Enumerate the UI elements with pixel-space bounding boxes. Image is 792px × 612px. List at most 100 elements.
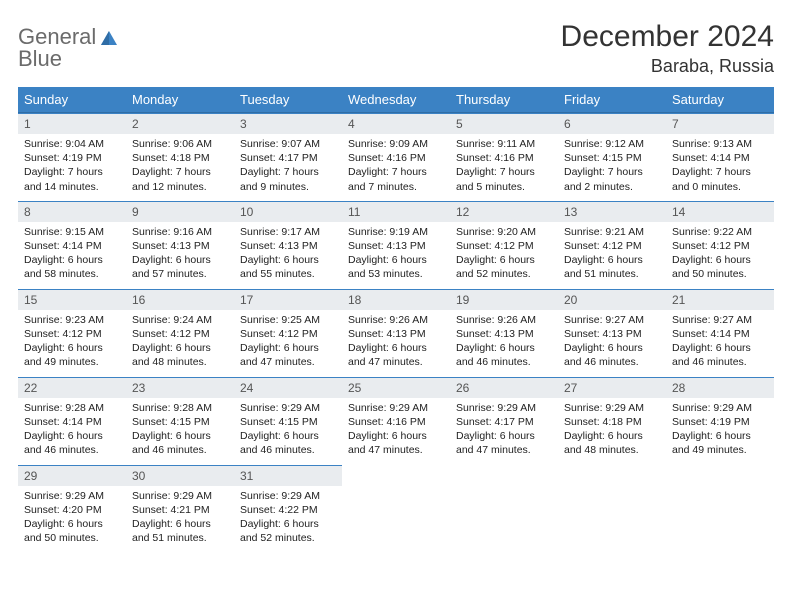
day-info: Sunrise: 9:17 AMSunset: 4:13 PMDaylight:…	[234, 222, 342, 286]
daylight-text: Daylight: 6 hours	[456, 341, 552, 355]
sunrise-text: Sunrise: 9:29 AM	[672, 401, 768, 415]
sunrise-text: Sunrise: 9:29 AM	[348, 401, 444, 415]
daylight-text: and 46 minutes.	[672, 355, 768, 369]
daylight-text: and 49 minutes.	[24, 355, 120, 369]
calendar-day-cell: 18Sunrise: 9:26 AMSunset: 4:13 PMDayligh…	[342, 289, 450, 377]
calendar-day-cell: 29Sunrise: 9:29 AMSunset: 4:20 PMDayligh…	[18, 465, 126, 553]
day-number: 2	[126, 113, 234, 134]
daylight-text: and 46 minutes.	[24, 443, 120, 457]
daylight-text: Daylight: 6 hours	[672, 429, 768, 443]
sunrise-text: Sunrise: 9:07 AM	[240, 137, 336, 151]
daylight-text: and 7 minutes.	[348, 180, 444, 194]
day-info: Sunrise: 9:28 AMSunset: 4:15 PMDaylight:…	[126, 398, 234, 462]
calendar-day-cell: 11Sunrise: 9:19 AMSunset: 4:13 PMDayligh…	[342, 201, 450, 289]
daylight-text: and 47 minutes.	[348, 443, 444, 457]
daylight-text: Daylight: 6 hours	[240, 429, 336, 443]
calendar-day-cell: 25Sunrise: 9:29 AMSunset: 4:16 PMDayligh…	[342, 377, 450, 465]
day-number: 25	[342, 377, 450, 398]
calendar-empty-cell	[450, 465, 558, 553]
day-number: 21	[666, 289, 774, 310]
daylight-text: Daylight: 6 hours	[348, 341, 444, 355]
sunset-text: Sunset: 4:15 PM	[564, 151, 660, 165]
sunrise-text: Sunrise: 9:04 AM	[24, 137, 120, 151]
day-info: Sunrise: 9:29 AMSunset: 4:18 PMDaylight:…	[558, 398, 666, 462]
daylight-text: Daylight: 7 hours	[456, 165, 552, 179]
sunset-text: Sunset: 4:16 PM	[348, 415, 444, 429]
calendar-week-row: 29Sunrise: 9:29 AMSunset: 4:20 PMDayligh…	[18, 465, 774, 553]
day-info: Sunrise: 9:25 AMSunset: 4:12 PMDaylight:…	[234, 310, 342, 374]
calendar-day-cell: 17Sunrise: 9:25 AMSunset: 4:12 PMDayligh…	[234, 289, 342, 377]
calendar-day-cell: 22Sunrise: 9:28 AMSunset: 4:14 PMDayligh…	[18, 377, 126, 465]
weekday-header: Monday	[126, 87, 234, 113]
day-info: Sunrise: 9:27 AMSunset: 4:13 PMDaylight:…	[558, 310, 666, 374]
sail-icon	[99, 27, 119, 47]
calendar-week-row: 22Sunrise: 9:28 AMSunset: 4:14 PMDayligh…	[18, 377, 774, 465]
daylight-text: Daylight: 6 hours	[24, 429, 120, 443]
weekday-header: Friday	[558, 87, 666, 113]
day-number: 10	[234, 201, 342, 222]
sunrise-text: Sunrise: 9:27 AM	[564, 313, 660, 327]
calendar-day-cell: 5Sunrise: 9:11 AMSunset: 4:16 PMDaylight…	[450, 113, 558, 201]
daylight-text: Daylight: 6 hours	[456, 253, 552, 267]
daylight-text: Daylight: 6 hours	[240, 253, 336, 267]
day-number: 22	[18, 377, 126, 398]
sunrise-text: Sunrise: 9:29 AM	[132, 489, 228, 503]
weekday-header-row: SundayMondayTuesdayWednesdayThursdayFrid…	[18, 87, 774, 113]
weekday-header: Wednesday	[342, 87, 450, 113]
day-number: 7	[666, 113, 774, 134]
daylight-text: and 5 minutes.	[456, 180, 552, 194]
daylight-text: and 58 minutes.	[24, 267, 120, 281]
day-info: Sunrise: 9:11 AMSunset: 4:16 PMDaylight:…	[450, 134, 558, 198]
calendar-day-cell: 9Sunrise: 9:16 AMSunset: 4:13 PMDaylight…	[126, 201, 234, 289]
day-number: 17	[234, 289, 342, 310]
daylight-text: and 46 minutes.	[456, 355, 552, 369]
calendar-day-cell: 2Sunrise: 9:06 AMSunset: 4:18 PMDaylight…	[126, 113, 234, 201]
day-info: Sunrise: 9:07 AMSunset: 4:17 PMDaylight:…	[234, 134, 342, 198]
sunset-text: Sunset: 4:22 PM	[240, 503, 336, 517]
daylight-text: Daylight: 6 hours	[564, 253, 660, 267]
daylight-text: and 51 minutes.	[132, 531, 228, 545]
sunset-text: Sunset: 4:12 PM	[672, 239, 768, 253]
calendar-day-cell: 6Sunrise: 9:12 AMSunset: 4:15 PMDaylight…	[558, 113, 666, 201]
weekday-header: Sunday	[18, 87, 126, 113]
calendar-day-cell: 27Sunrise: 9:29 AMSunset: 4:18 PMDayligh…	[558, 377, 666, 465]
day-number: 6	[558, 113, 666, 134]
logo-line1: General	[18, 26, 96, 48]
day-info: Sunrise: 9:29 AMSunset: 4:15 PMDaylight:…	[234, 398, 342, 462]
day-info: Sunrise: 9:09 AMSunset: 4:16 PMDaylight:…	[342, 134, 450, 198]
daylight-text: Daylight: 6 hours	[348, 429, 444, 443]
sunset-text: Sunset: 4:20 PM	[24, 503, 120, 517]
daylight-text: and 46 minutes.	[132, 443, 228, 457]
sunset-text: Sunset: 4:12 PM	[24, 327, 120, 341]
day-info: Sunrise: 9:23 AMSunset: 4:12 PMDaylight:…	[18, 310, 126, 374]
daylight-text: and 48 minutes.	[132, 355, 228, 369]
day-info: Sunrise: 9:24 AMSunset: 4:12 PMDaylight:…	[126, 310, 234, 374]
sunrise-text: Sunrise: 9:11 AM	[456, 137, 552, 151]
day-info: Sunrise: 9:29 AMSunset: 4:16 PMDaylight:…	[342, 398, 450, 462]
sunset-text: Sunset: 4:18 PM	[132, 151, 228, 165]
daylight-text: Daylight: 6 hours	[672, 341, 768, 355]
daylight-text: Daylight: 6 hours	[456, 429, 552, 443]
sunrise-text: Sunrise: 9:19 AM	[348, 225, 444, 239]
day-info: Sunrise: 9:20 AMSunset: 4:12 PMDaylight:…	[450, 222, 558, 286]
day-number: 9	[126, 201, 234, 222]
daylight-text: and 9 minutes.	[240, 180, 336, 194]
sunrise-text: Sunrise: 9:29 AM	[240, 489, 336, 503]
day-number: 18	[342, 289, 450, 310]
title-block: December 2024 Baraba, Russia	[561, 20, 774, 77]
day-info: Sunrise: 9:29 AMSunset: 4:17 PMDaylight:…	[450, 398, 558, 462]
sunrise-text: Sunrise: 9:27 AM	[672, 313, 768, 327]
calendar-day-cell: 19Sunrise: 9:26 AMSunset: 4:13 PMDayligh…	[450, 289, 558, 377]
daylight-text: and 53 minutes.	[348, 267, 444, 281]
calendar-day-cell: 3Sunrise: 9:07 AMSunset: 4:17 PMDaylight…	[234, 113, 342, 201]
daylight-text: Daylight: 7 hours	[240, 165, 336, 179]
sunrise-text: Sunrise: 9:29 AM	[456, 401, 552, 415]
weekday-header: Thursday	[450, 87, 558, 113]
day-number: 12	[450, 201, 558, 222]
calendar-day-cell: 30Sunrise: 9:29 AMSunset: 4:21 PMDayligh…	[126, 465, 234, 553]
sunset-text: Sunset: 4:13 PM	[348, 327, 444, 341]
daylight-text: and 47 minutes.	[456, 443, 552, 457]
day-number: 15	[18, 289, 126, 310]
sunrise-text: Sunrise: 9:28 AM	[24, 401, 120, 415]
calendar-day-cell: 8Sunrise: 9:15 AMSunset: 4:14 PMDaylight…	[18, 201, 126, 289]
